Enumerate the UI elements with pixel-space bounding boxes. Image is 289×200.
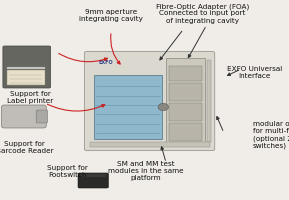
Bar [169, 66, 202, 81]
Text: Support for
Label printer: Support for Label printer [7, 91, 53, 104]
Text: SM and MM test
modules in the same
platform: SM and MM test modules in the same platf… [108, 161, 184, 181]
Text: Support for
Footswitch: Support for Footswitch [47, 165, 88, 178]
FancyBboxPatch shape [36, 110, 48, 123]
Bar [94, 75, 162, 139]
Circle shape [158, 103, 168, 111]
Text: Fibre-Optic Adapter (FOA)
Connected to input port
of integrating cavity: Fibre-Optic Adapter (FOA) Connected to i… [156, 3, 249, 23]
Text: EXFO Universal
Interface: EXFO Universal Interface [227, 66, 282, 79]
Bar [166, 58, 205, 144]
Bar [207, 60, 211, 142]
Bar [169, 83, 202, 101]
FancyBboxPatch shape [1, 105, 46, 128]
FancyBboxPatch shape [3, 46, 51, 88]
Text: 9mm aperture
integrating cavity: 9mm aperture integrating cavity [79, 9, 143, 22]
FancyBboxPatch shape [84, 51, 215, 151]
Bar [90, 142, 210, 147]
Text: modular optical switched
for multi-fibre testing
(optional 2 -32 port
switches): modular optical switched for multi-fibre… [253, 121, 289, 149]
Bar [7, 70, 45, 85]
Text: EXFO: EXFO [98, 60, 113, 65]
Bar [169, 103, 202, 121]
Text: Support for
Barcode Reader: Support for Barcode Reader [0, 141, 53, 154]
Bar [7, 67, 45, 69]
FancyBboxPatch shape [78, 173, 108, 188]
FancyBboxPatch shape [80, 173, 106, 178]
Bar [169, 123, 202, 141]
